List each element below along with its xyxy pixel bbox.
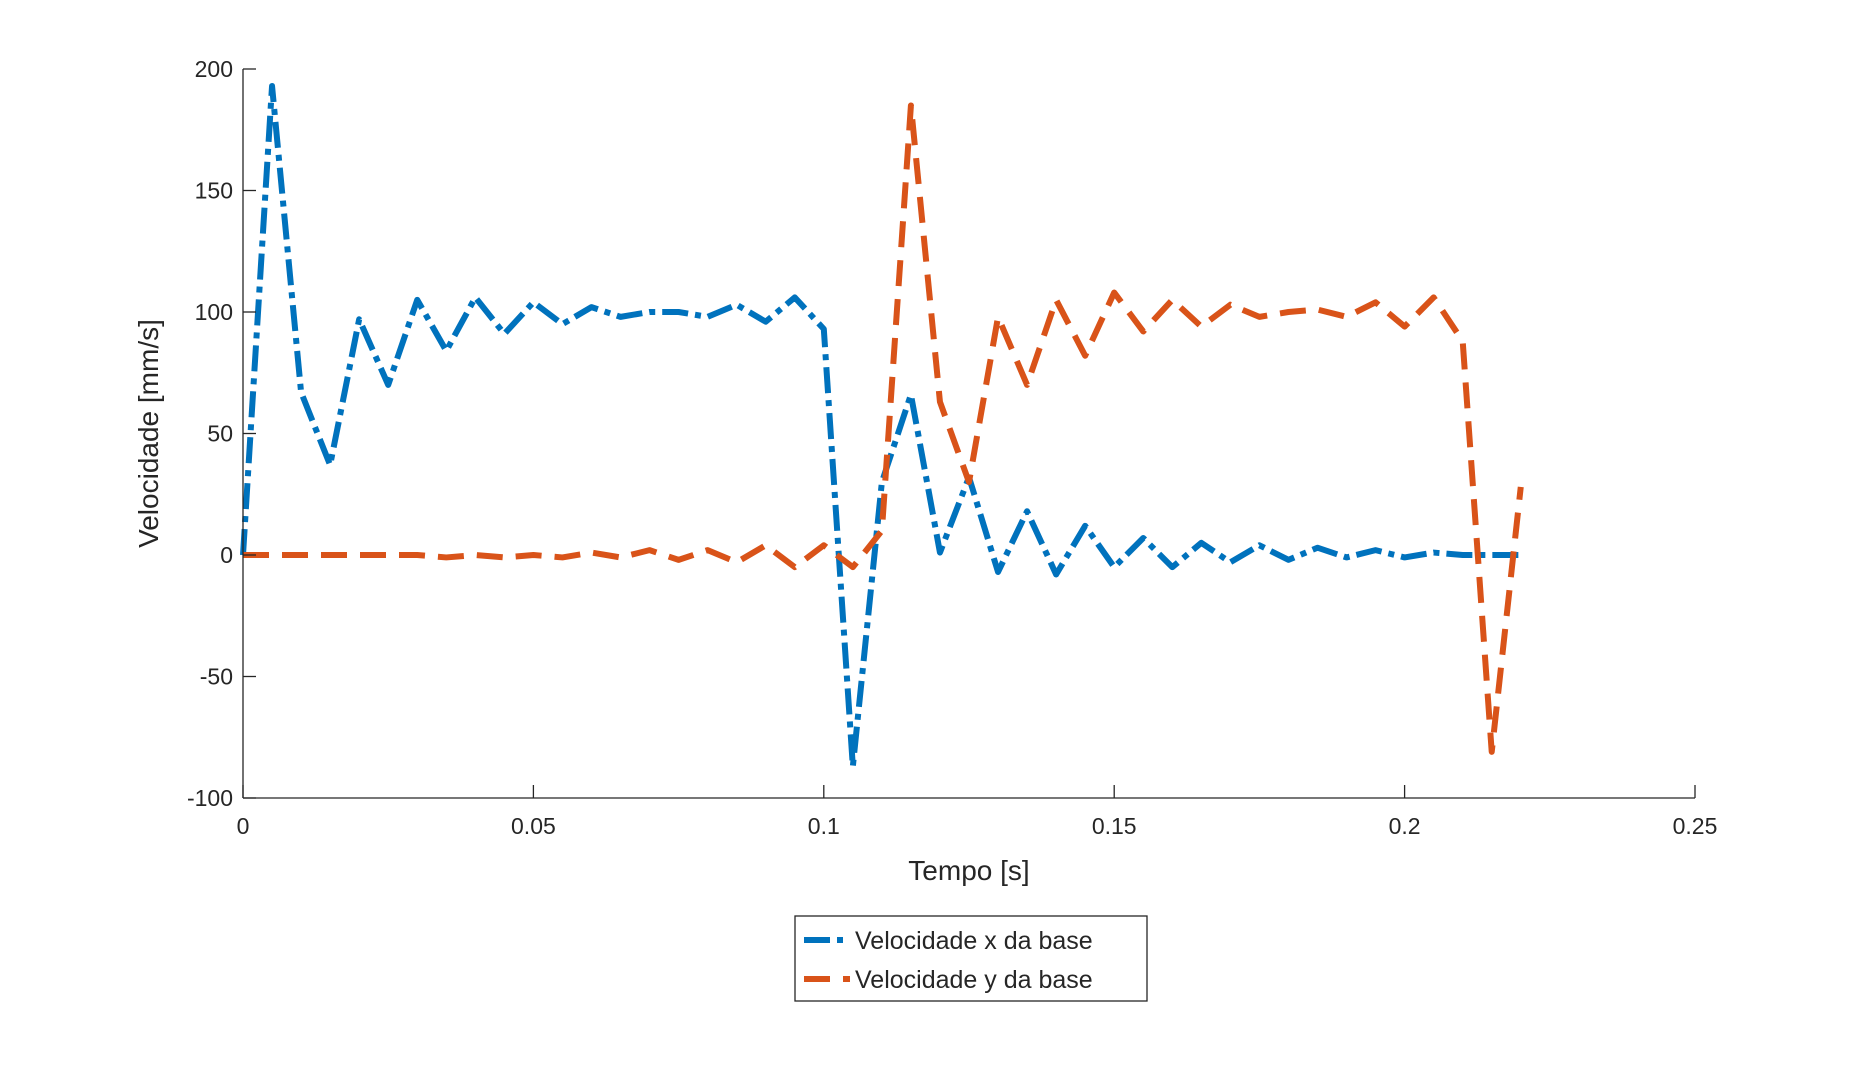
- y-tick-label: 0: [220, 542, 233, 568]
- x-tick-label: 0.15: [1092, 813, 1137, 839]
- y-axis-label: Velocidade [mm/s]: [133, 319, 164, 548]
- x-tick-label: 0.2: [1389, 813, 1421, 839]
- y-tick-label: 100: [195, 299, 233, 325]
- legend: Velocidade x da base Velocidade y da base: [794, 915, 1148, 1002]
- legend-box: [794, 915, 1148, 1002]
- x-axis-label: Tempo [s]: [908, 855, 1029, 886]
- series-layer: [240, 83, 1524, 770]
- x-tick-label: 0: [237, 813, 250, 839]
- series-line-2: [243, 102, 1524, 755]
- y-tick-label: -50: [200, 664, 233, 690]
- x-tick-label: 0.05: [511, 813, 556, 839]
- axes: 0 0.05 0.1 0.15 0.2 0.25 -100 -50 0 50 100 150 200: [187, 56, 1717, 839]
- x-tick-label: 0.1: [808, 813, 840, 839]
- legend-label-1: Velocidade x da base: [855, 927, 1093, 955]
- y-tick-label: 50: [207, 421, 233, 447]
- y-tick-label: 200: [195, 56, 233, 82]
- legend-label-2: Velocidade y da base: [855, 966, 1093, 994]
- x-tick-label: 0.25: [1673, 813, 1718, 839]
- y-tick-label: 150: [195, 178, 233, 204]
- y-tick-label: -100: [187, 785, 233, 811]
- series-line-1: [240, 83, 1521, 770]
